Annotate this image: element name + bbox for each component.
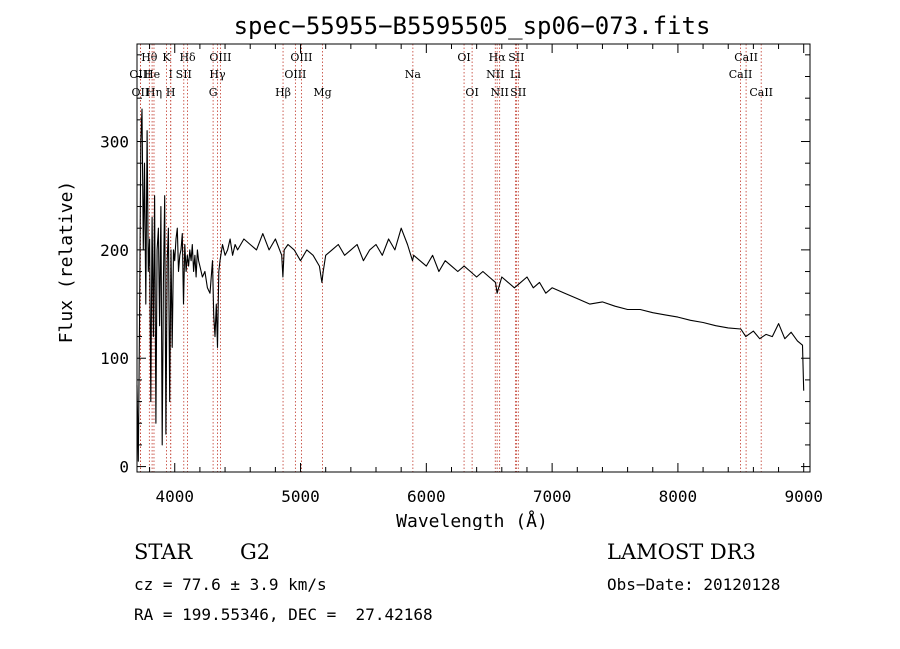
redshift-value: cz = 77.6 ± 3.9 km/s [134,575,327,594]
line-marker-label: NII [491,86,509,99]
x-tick-label: 6000 [407,487,446,506]
line-marker-label: OIII [290,51,312,64]
y-tick-label: 300 [100,133,129,152]
line-marker-label: NII [486,68,504,81]
x-tick-label: 8000 [659,487,698,506]
line-marker-label: SII [176,68,192,81]
line-marker-label: Hα [489,51,507,64]
line-marker-label: SII [510,86,526,99]
line-marker-label: Mg [313,86,331,99]
flux-series-flux [136,108,805,462]
line-marker-label: OI [457,51,470,64]
x-tick-label: 9000 [784,487,823,506]
x-axis-label: Wavelength (Å) [396,510,548,530]
flux-series-layer [136,108,805,462]
survey-name: LAMOST DR3 [607,540,756,564]
object-class: STAR [134,540,193,564]
line-marker-label: K [162,51,171,64]
line-marker-label: OII [132,86,150,99]
x-tick-label: 5000 [281,487,320,506]
y-tick-label: 200 [100,241,129,260]
y-axis-label: Flux (relative) [56,181,77,344]
y-tick-label: 100 [100,349,129,368]
line-marker-label: Hη [146,86,162,99]
line-marker-label: He [144,68,160,81]
line-marker-label: Hθ [141,51,158,64]
line-marker-label: G [209,86,218,99]
coordinates: RA = 199.55346, DEC = 27.42168 [134,605,433,624]
line-marker-label: CaII [734,51,758,64]
line-marker-label: OIII [284,68,306,81]
chart-title: spec−55955−B5595505_sp06−073.fits [234,12,711,40]
line-marker-label: Hδ [179,51,196,64]
line-marker-label: Na [405,68,422,81]
line-marker-label: I [169,68,173,81]
line-marker-label: Hγ [209,68,226,81]
x-tick-label: 4000 [155,487,194,506]
y-tick-label: 0 [119,458,129,477]
line-marker-label: OI [465,86,478,99]
observation-date: Obs−Date: 20120128 [607,575,781,594]
line-marker-label: H [166,86,176,99]
x-tick-label: 7000 [533,487,572,506]
spectral-subclass: G2 [240,540,271,564]
plot-frame [136,43,811,473]
line-marker-label: CaII [749,86,773,99]
axis-ticks: 4000 5000 6000 7000 8000 9000 0 100 200 300 [100,44,823,506]
line-marker-label: Li [510,68,521,81]
line-marker-label: CaII [729,68,753,81]
line-marker-label: OIII [209,51,231,64]
line-marker-label: SII [508,51,524,64]
line-marker-label: Hβ [275,86,291,99]
line-marker-label: OIII [129,68,151,81]
